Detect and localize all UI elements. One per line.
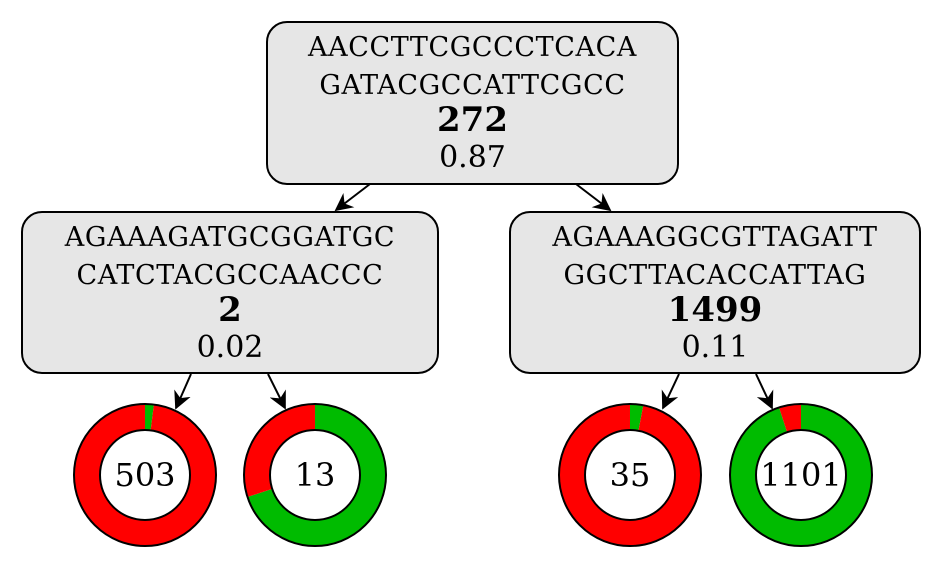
edge-right-leaf3 [663, 374, 679, 408]
leaf-donuts: 503 13 35 1101 [74, 404, 872, 546]
leaf-count-label: 35 [610, 456, 651, 494]
root-number: 272 [437, 100, 508, 140]
right-number: 1499 [668, 290, 763, 330]
leaf-count-label: 503 [114, 456, 175, 494]
right-seq-line2: GGCTTACACCATTAG [564, 260, 867, 291]
edge-root-right [576, 184, 610, 210]
edge-left-leaf2 [268, 374, 285, 408]
left-number: 2 [218, 290, 242, 330]
right-score: 0.11 [682, 330, 749, 365]
root-score: 0.87 [439, 140, 506, 175]
left-node: AGAAAGATGCGGATGC CATCTACGCCAACCC 2 0.02 [22, 212, 438, 373]
right-node: AGAAAGGCGTTAGATT GGCTTACACCATTAG 1499 0.… [510, 212, 920, 373]
root-node: AACCTTCGCCCTCACA GATACGCCATTCGCC 272 0.8… [267, 22, 678, 184]
edge-root-left [336, 184, 370, 210]
left-score: 0.02 [197, 330, 264, 365]
leaf-count-label: 1101 [760, 456, 841, 494]
leaf-donut-3: 35 [559, 404, 701, 546]
leaf-donut-4: 1101 [730, 404, 872, 546]
leaf-donut-2: 13 [244, 404, 386, 546]
left-seq-line1: AGAAAGATGCGGATGC [64, 222, 395, 253]
leaf-donut-1: 503 [74, 404, 216, 546]
leaf-count-label: 13 [295, 456, 336, 494]
edge-left-leaf1 [176, 374, 191, 408]
right-seq-line1: AGAAAGGCGTTAGATT [551, 222, 877, 253]
left-seq-line2: CATCTACGCCAACCC [77, 260, 384, 291]
root-seq-line1: AACCTTCGCCCTCACA [307, 32, 637, 63]
edge-right-leaf4 [756, 374, 772, 408]
root-seq-line2: GATACGCCATTCGCC [319, 70, 625, 101]
